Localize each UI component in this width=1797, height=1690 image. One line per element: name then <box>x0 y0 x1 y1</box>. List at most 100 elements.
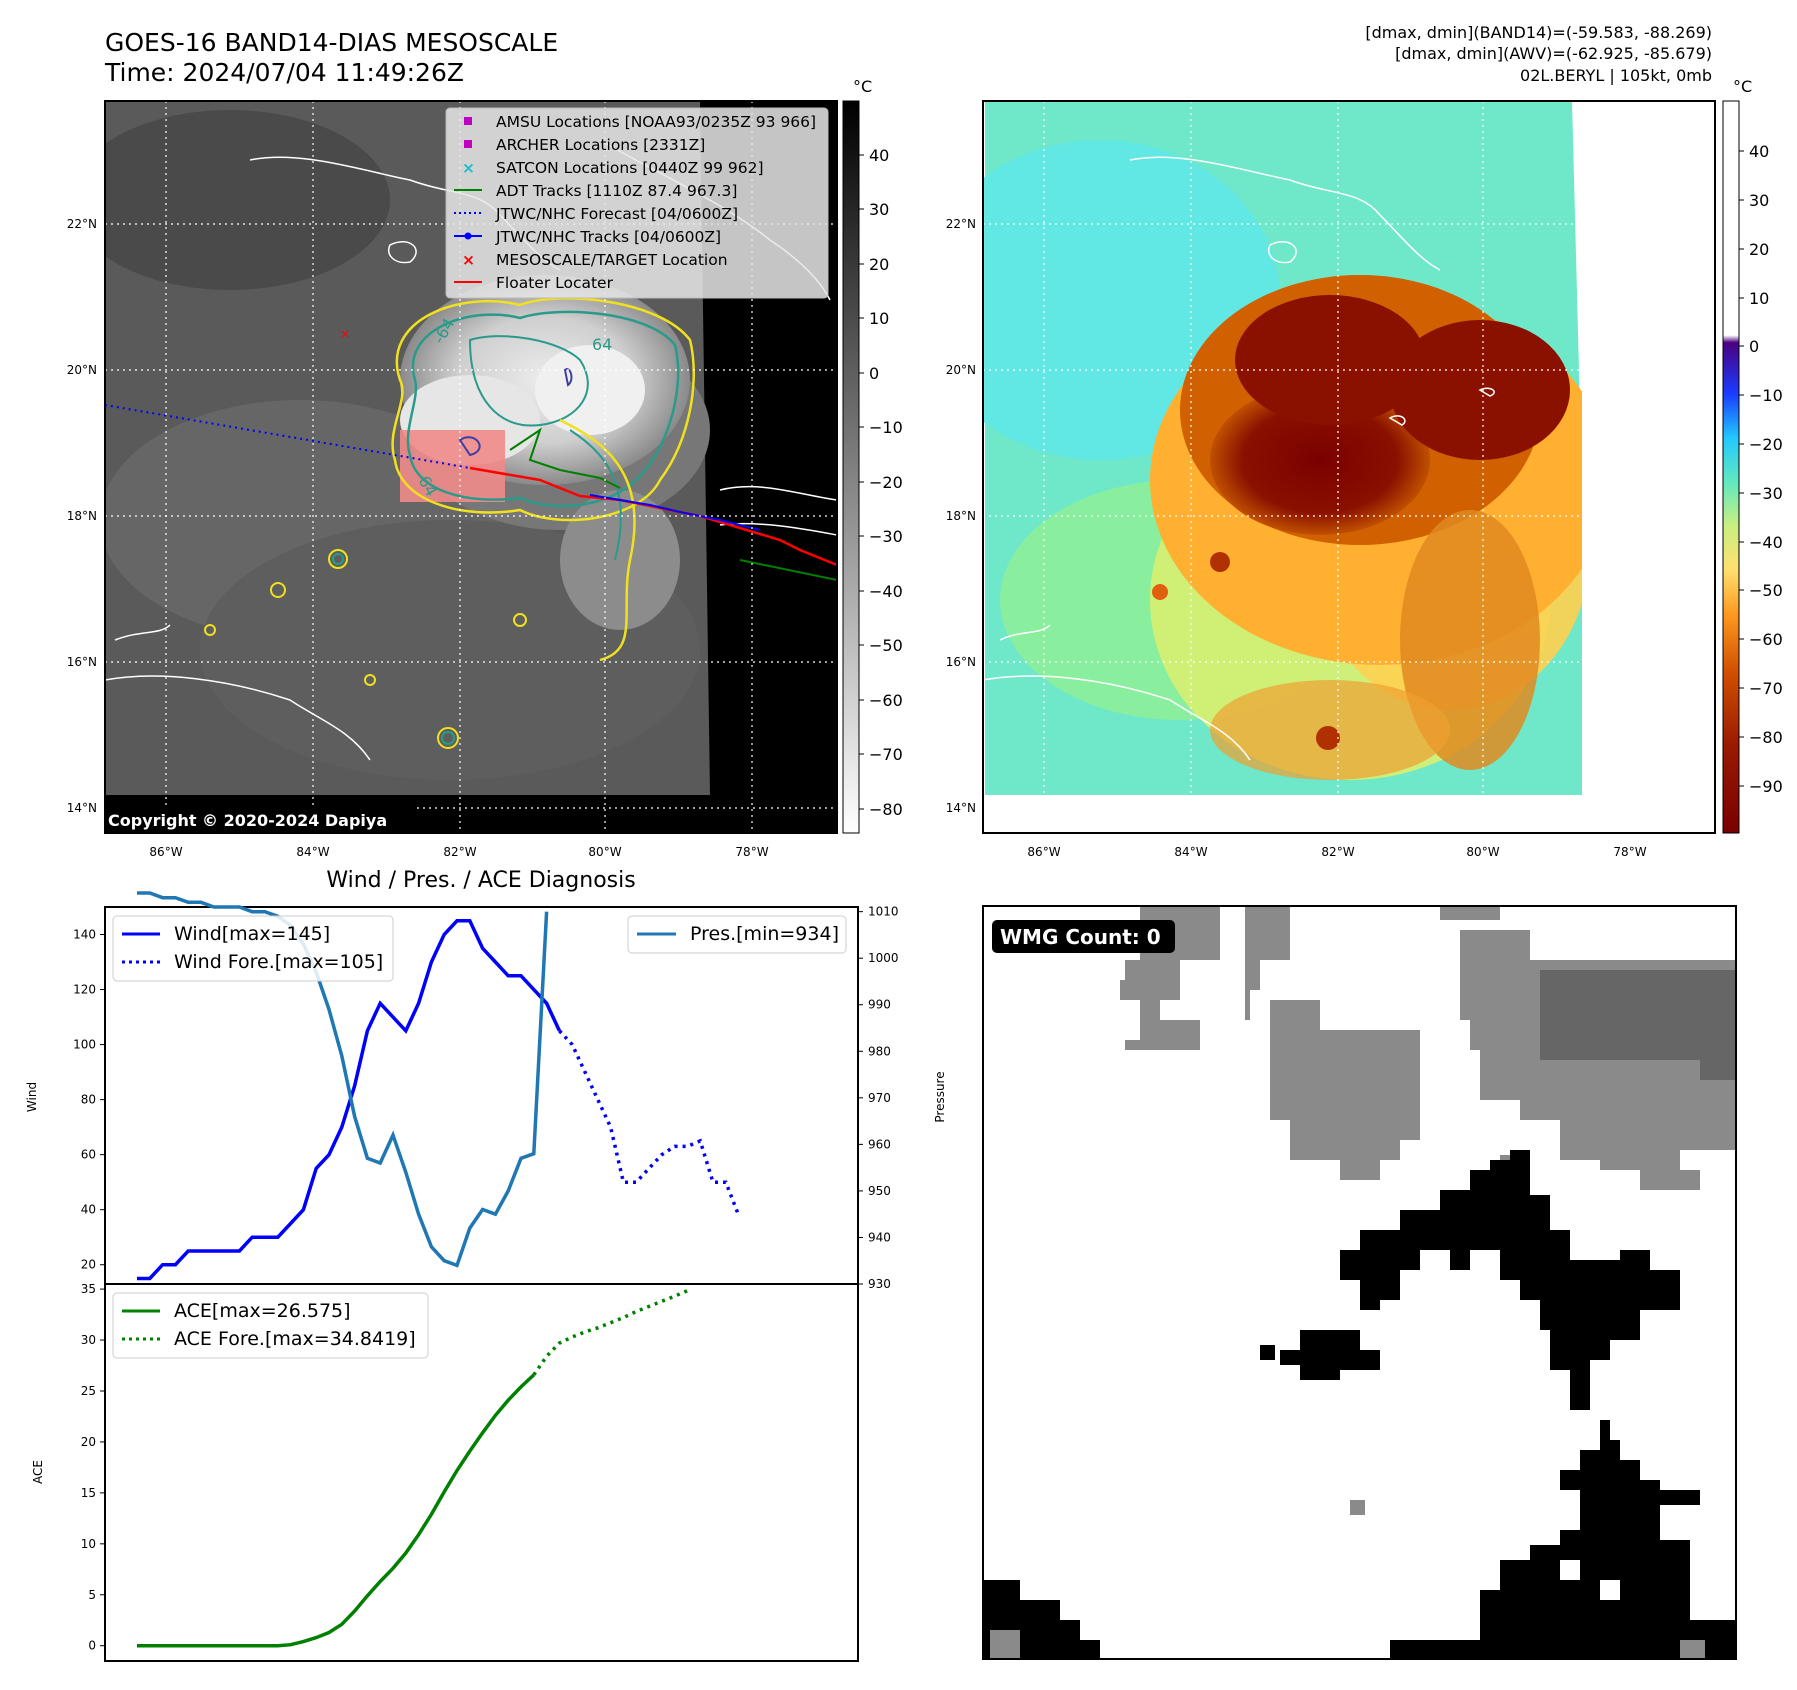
wind-forecast-legend-label: Wind Fore.[max=105] <box>174 951 383 973</box>
wv-lon-78: 78°W <box>1613 845 1646 859</box>
pressure-y-ticks: 930 940 950 960 970 980 990 1000 1010 <box>858 905 899 1291</box>
ace-series <box>137 1289 689 1648</box>
wv-colorbar-tick-label: −90 <box>1749 777 1783 796</box>
legend-amsu-marker <box>464 117 472 125</box>
wind-y-ticks: 20 40 60 80 100 120 140 <box>73 928 105 1272</box>
figure-title-line2: Time: 2024/07/04 11:49:26Z <box>104 58 464 87</box>
ir-legend: AMSU Locations [NOAA93/0235Z 93 966] ARC… <box>445 107 829 299</box>
legend-tracks: JTWC/NHC Tracks [04/0600Z] <box>495 228 721 246</box>
wind-series <box>137 919 741 1281</box>
wv-colorbar-tick-label: 10 <box>1749 289 1769 308</box>
pressure-y-tick-label: 1010 <box>868 905 899 919</box>
wind-y-tick-label: 100 <box>73 1038 96 1052</box>
wv-colorbar-tick-label: 30 <box>1749 191 1769 210</box>
wv-gridlines <box>983 101 1590 795</box>
ir-lon-78: 78°W <box>735 845 768 859</box>
wv-colorbar-tick-label: −50 <box>1749 581 1783 600</box>
ir-lat-14: 14°N <box>67 801 97 815</box>
ir-colorbar-tick-label: −10 <box>869 418 903 437</box>
ir-colorbar-tick-label: −20 <box>869 473 903 492</box>
wv-colorbar-tick-label: −60 <box>1749 630 1783 649</box>
ace-y-ticks: 0 5 10 15 20 25 30 35 <box>81 1282 105 1653</box>
legend-target: MESOSCALE/TARGET Location <box>496 251 728 269</box>
pressure-y-tick-label: 960 <box>868 1137 891 1151</box>
ace-y-tick-label: 5 <box>88 1588 96 1602</box>
ir-colorbar: °C 40 30 20 10 0 −10 −20 −30 −40 −50 −60 −70 −80 <box>842 77 903 834</box>
wv-colorbar-tick-label: 40 <box>1749 142 1769 161</box>
ace-y-tick-label: 25 <box>81 1384 96 1398</box>
wv-colorbar-tick-label: −10 <box>1749 386 1783 405</box>
ir-colorbar-tick-label: −30 <box>869 527 903 546</box>
wv-colorbar-tick-label: −30 <box>1749 484 1783 503</box>
ir-lon-84: 84°W <box>296 845 329 859</box>
wv-imagery <box>983 101 1715 833</box>
ir-colorbar-tick-label: −80 <box>869 800 903 819</box>
wv-lat-20: 20°N <box>946 363 976 377</box>
wv-lat-18: 18°N <box>946 509 976 523</box>
pressure-legend-label: Pres.[min=934] <box>690 923 839 945</box>
wv-colorbar-tick-label: 20 <box>1749 240 1769 259</box>
wv-colorbar-tick-label: 0 <box>1749 337 1759 356</box>
ir-colorbar-tick-label: −60 <box>869 691 903 710</box>
ace-y-tick-label: 10 <box>81 1537 96 1551</box>
ir-imagery: × <box>105 101 837 795</box>
pressure-y-tick-label: 950 <box>868 1184 891 1198</box>
wv-lon-80: 80°W <box>1466 845 1499 859</box>
ir-lat-16: 16°N <box>67 655 97 669</box>
pressure-series <box>137 891 549 1268</box>
wmg-panel: WMG Count: 0 <box>982 905 1737 1660</box>
legend-satcon: SATCON Locations [0440Z 99 962] <box>496 159 764 177</box>
info-line-1: [dmax, dmin](BAND14)=(-59.583, -88.269) <box>1365 23 1712 42</box>
ir-lat-18: 18°N <box>67 509 97 523</box>
diagnosis-title: Wind / Pres. / ACE Diagnosis <box>326 868 635 893</box>
wmg-frame <box>982 905 1737 1660</box>
wind-legend: Wind[max=145] Wind Fore.[max=105] <box>112 915 394 982</box>
ir-lat-20: 20°N <box>67 363 97 377</box>
wind-y-tick-label: 60 <box>81 1148 96 1162</box>
ace-forecast-legend-label: ACE Fore.[max=34.8419] <box>174 1328 416 1350</box>
legend-tracks-dot <box>464 232 472 240</box>
pressure-y-tick-label: 930 <box>868 1277 891 1291</box>
legend-floater: Floater Locater <box>496 274 614 292</box>
ace-y-tick-label: 15 <box>81 1486 96 1500</box>
legend-amsu: AMSU Locations [NOAA93/0235Z 93 966] <box>496 113 816 131</box>
wind-pressure-chart: 20 40 60 80 100 120 140 930 940 950 960 970 980 990 1… <box>25 891 947 1291</box>
ir-colorbar-tick-label: −40 <box>869 582 903 601</box>
pressure-y-tick-label: 970 <box>868 1091 891 1105</box>
legend-archer: ARCHER Locations [2331Z] <box>496 136 705 154</box>
wind-legend-label: Wind[max=145] <box>174 923 330 945</box>
wv-map-frame <box>982 100 1716 834</box>
ace-legend-label: ACE[max=26.575] <box>174 1300 351 1322</box>
ir-colorbar-tick-label: 0 <box>869 364 879 383</box>
legend-target-marker: × <box>462 251 475 269</box>
ir-colorbar-tick-label: 10 <box>869 309 889 328</box>
contour-label-2: 64 <box>592 335 612 354</box>
wind-y-tick-label: 20 <box>81 1258 96 1272</box>
figure-title-line1: GOES-16 BAND14-DIAS MESOSCALE <box>105 28 558 57</box>
ir-colorbar-tick-label: 30 <box>869 200 889 219</box>
pressure-ylabel: Pressure <box>933 1071 947 1122</box>
info-line-2: [dmax, dmin](AWV)=(-62.925, -85.679) <box>1395 44 1712 63</box>
wmg-count-badge <box>992 920 1175 953</box>
pressure-legend: Pres.[min=934] <box>627 915 847 954</box>
ir-map-panel: × -64 64 64 Copyright © 2020-2024 Dapiya… <box>67 77 903 859</box>
wv-lon-84: 84°W <box>1174 845 1207 859</box>
ace-y-tick-label: 35 <box>81 1282 96 1296</box>
wv-colorbar: °C 40 30 20 10 0 −10 −20 −30 −40 −50 −60 −70 −80 −90 <box>1722 77 1783 834</box>
ace-chart: 0 5 10 15 20 25 30 35 ACE ACE[max=26.575] ACE F… <box>31 1282 859 1662</box>
ir-colorbar-tick-label: −70 <box>869 745 903 764</box>
ir-colorbar-unit: °C <box>853 77 872 96</box>
wv-colorbar-tick-label: −80 <box>1749 728 1783 747</box>
legend-archer-marker <box>464 140 472 148</box>
wv-lon-86: 86°W <box>1027 845 1060 859</box>
ace-legend: ACE[max=26.575] ACE Fore.[max=34.8419] <box>112 1292 429 1359</box>
wind-y-tick-label: 140 <box>73 928 96 942</box>
pressure-y-tick-label: 990 <box>868 998 891 1012</box>
wv-lat-16: 16°N <box>946 655 976 669</box>
wv-lat-14: 14°N <box>946 801 976 815</box>
ace-series-0 <box>137 1373 535 1648</box>
wv-map-panel: 22°N 20°N 18°N 16°N 14°N 86°W 84°W 82°W … <box>946 77 1783 859</box>
ace-ylabel: ACE <box>31 1460 45 1484</box>
wind-y-tick-label: 120 <box>73 983 96 997</box>
